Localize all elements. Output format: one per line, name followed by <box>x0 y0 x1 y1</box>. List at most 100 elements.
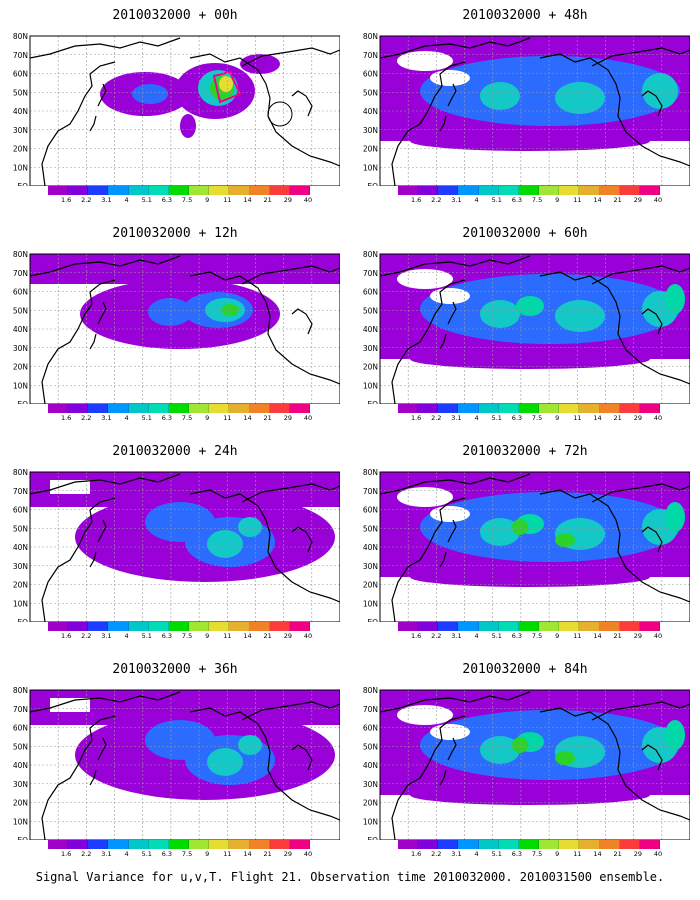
latitude-label: EQ <box>367 836 378 840</box>
variance-map: 80N70N60N50N40N30N20N10NEQ80E100E120E140… <box>363 250 690 404</box>
latitude-label: 50N <box>13 306 28 315</box>
colorbar-label: 14 <box>243 632 252 640</box>
variance-region <box>219 76 233 92</box>
colorbar-swatch <box>418 186 439 195</box>
colorbar-swatch <box>108 404 129 413</box>
colorbar-swatch <box>619 186 640 195</box>
variance-region <box>410 567 650 587</box>
colorbar-swatch <box>88 840 109 849</box>
colorbar-label: 7.5 <box>181 414 193 422</box>
panel-title: 2010032000 + 72h <box>462 444 588 459</box>
low-variance-gap <box>430 70 470 86</box>
colorbar-label: 40 <box>653 632 663 640</box>
map-border <box>29 471 340 622</box>
variance-map: 80N70N60N50N40N30N20N10NEQ80E100E120E140… <box>13 32 340 186</box>
latitude-label: 80N <box>363 468 378 477</box>
variance-region <box>480 82 520 110</box>
colorbar-swatch <box>168 840 190 849</box>
variance-region <box>238 517 262 537</box>
colorbar-label: 4 <box>124 632 129 640</box>
colorbar-label: 14 <box>243 196 252 204</box>
low-variance-gap <box>430 724 470 740</box>
variance-region <box>665 284 685 314</box>
latitude-label: 60N <box>363 288 378 297</box>
colorbar: 1.6 2.2 3.1 4 5.1 6.3 7.5 9 11 14 21 29 40 <box>398 840 662 859</box>
variance-region <box>238 735 262 755</box>
colorbar-swatch <box>418 622 439 631</box>
colorbar-label: 7.5 <box>531 632 543 640</box>
colorbar-label: 1.6 <box>410 414 422 422</box>
latitude-label: 80N <box>13 686 28 695</box>
variance-region <box>555 300 605 332</box>
map-border <box>379 35 690 186</box>
variance-field <box>380 254 690 404</box>
colorbar-swatch <box>209 622 230 631</box>
colorbar-swatch <box>639 186 661 195</box>
colorbar-label: 4 <box>474 850 479 858</box>
colorbar-swatch <box>229 840 250 849</box>
colorbar-label: 4 <box>124 850 129 858</box>
colorbar-label: 2.2 <box>431 196 442 204</box>
colorbar-label: 21 <box>613 850 622 858</box>
variance-region <box>642 73 678 109</box>
colorbar-swatch <box>269 186 290 195</box>
coastlines <box>379 255 690 404</box>
colorbar-label: 2.2 <box>81 196 92 204</box>
variance-map: 80N70N60N50N40N30N20N10NEQ80E100E120E140… <box>13 468 340 622</box>
colorbar-label: 9 <box>555 196 560 204</box>
panel-title: 2010032000 + 84h <box>462 662 588 677</box>
colorbar-swatch <box>189 840 210 849</box>
colorbar-label: 21 <box>263 850 272 858</box>
colorbar-label: 14 <box>593 414 602 422</box>
colorbar-swatch <box>269 840 290 849</box>
colorbar-swatch <box>249 840 270 849</box>
colorbar-swatch <box>438 404 459 413</box>
coastlines <box>29 473 340 622</box>
latitude-label: 80N <box>363 32 378 41</box>
variance-region <box>420 274 680 344</box>
map-panel: 2010032000 + 84h 80N 70N 60N 50N 40N 30N 20N 10N… <box>360 662 690 867</box>
colorbar-label: 1.6 <box>60 850 72 858</box>
latitude-label: 80N <box>13 468 28 477</box>
colorbar-label: 5.1 <box>491 850 502 858</box>
colorbar-swatch <box>518 186 540 195</box>
variance-region <box>207 748 243 776</box>
latitude-label: 70N <box>363 487 378 496</box>
variance-region <box>555 533 575 547</box>
variance-map: 80N70N60N50N40N30N20N10NEQ80E100E120E140… <box>13 250 340 404</box>
colorbar-swatch <box>518 404 540 413</box>
colorbar: 1.6 2.2 3.1 4 5.1 6.3 7.5 9 11 14 21 29 40 <box>48 622 312 641</box>
colorbar-label: 5.1 <box>141 632 152 640</box>
colorbar-swatch <box>48 840 69 849</box>
colorbar-label: 5.1 <box>141 196 152 204</box>
colorbar-swatch <box>478 404 499 413</box>
coastlines <box>379 37 690 186</box>
low-variance-gap <box>430 288 470 304</box>
peak-contour <box>212 70 242 104</box>
colorbar-swatch <box>458 404 479 413</box>
panel-title: 2010032000 + 24h <box>112 444 238 459</box>
variance-field <box>380 690 690 840</box>
variance-field <box>380 36 690 186</box>
colorbar-label: 3.1 <box>451 196 462 204</box>
colorbar-label: 2.2 <box>431 632 442 640</box>
colorbar-label: 1.6 <box>410 632 422 640</box>
colorbar-label: 14 <box>593 632 602 640</box>
latitude-label: 60N <box>13 70 28 79</box>
colorbar-swatch <box>478 186 499 195</box>
latitude-label: 10N <box>363 817 378 826</box>
variance-region <box>30 254 340 284</box>
coastlines <box>29 255 340 404</box>
latitude-label: 20N <box>13 581 28 590</box>
colorbar-swatch <box>539 404 560 413</box>
latitude-label: 10N <box>363 599 378 608</box>
graticule <box>30 690 340 840</box>
latitude-label: 10N <box>13 817 28 826</box>
latitude-label: 40N <box>363 325 378 334</box>
latitude-label: 40N <box>13 761 28 770</box>
variance-region <box>207 530 243 558</box>
latitude-label: 80N <box>13 250 28 259</box>
latitude-label: 40N <box>363 543 378 552</box>
latitude-label: 20N <box>13 799 28 808</box>
latitude-label: 80N <box>363 686 378 695</box>
